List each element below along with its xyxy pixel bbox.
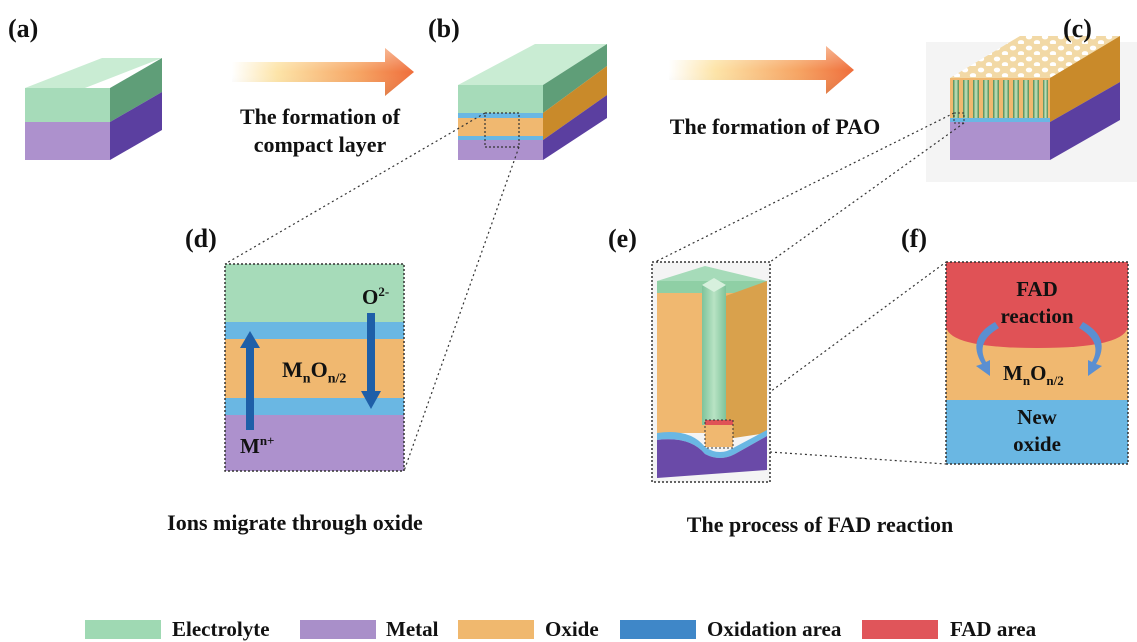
block-b-electrolyte-side xyxy=(543,44,607,113)
oxide-formula-d: MnOn/2 xyxy=(282,357,347,387)
block-c-oxide-side xyxy=(1050,36,1120,122)
ion-oxygen-label: O2- xyxy=(362,284,390,309)
panel-label-a: (a) xyxy=(8,14,39,43)
block-b xyxy=(458,44,607,160)
block-a xyxy=(25,58,162,160)
oxide-formula-f: MnOn/2 xyxy=(1003,361,1064,389)
arrow-bc-caption: The formation of PAO xyxy=(669,114,881,139)
legend-swatch-fad xyxy=(862,620,938,639)
block-b-oxide-side xyxy=(543,66,607,140)
block-a-metal-side xyxy=(110,92,162,160)
legend-label-electrolyte: Electrolyte xyxy=(172,617,270,641)
block-c-metal-side xyxy=(1050,82,1120,160)
legend-swatch-oxidation xyxy=(620,620,696,639)
block-c-top xyxy=(950,36,1120,78)
block-a-electrolyte-front xyxy=(25,88,110,122)
panel-e-caption: The process of FAD reaction xyxy=(686,512,954,537)
legend-label-fad: FAD area xyxy=(950,617,1037,641)
arrow-b-to-c xyxy=(669,46,854,94)
legend-label-metal: Metal xyxy=(386,617,439,641)
fad-curved-arrows xyxy=(976,322,1102,376)
block-b-electrolyte-front xyxy=(458,85,543,113)
panel-label-b: (b) xyxy=(428,14,460,43)
panel-e-figure xyxy=(651,261,771,483)
legend-label-oxide: Oxide xyxy=(545,617,599,641)
panel-d-figure xyxy=(224,263,405,472)
arrow-ab-caption-line1: The formation of xyxy=(239,104,401,129)
ion-up-arrow xyxy=(240,331,260,430)
legend xyxy=(85,620,938,639)
panel-f-figure xyxy=(945,261,1129,465)
ion-down-arrow xyxy=(361,313,381,409)
arrow-ab-caption-line2: compact layer xyxy=(253,132,387,157)
block-c-pores xyxy=(953,80,1048,118)
panel-label-e: (e) xyxy=(608,224,637,253)
fad-label-line2: reaction xyxy=(1000,304,1074,328)
block-b-oxidation-front xyxy=(458,113,543,118)
ion-metal-label: Mn+ xyxy=(240,433,275,458)
new-oxide-line2: oxide xyxy=(1013,432,1061,456)
new-oxide-line1: New xyxy=(1017,405,1057,429)
block-a-electrolyte-top xyxy=(25,58,162,88)
block-b-metal-side xyxy=(543,95,607,160)
arrow-a-to-b xyxy=(232,48,414,96)
panel-label-d: (d) xyxy=(185,224,217,253)
block-c xyxy=(926,36,1137,182)
panel-d-caption: Ions migrate through oxide xyxy=(167,510,423,535)
block-b-oxide-front xyxy=(458,118,543,136)
legend-swatch-oxide xyxy=(458,620,534,639)
block-c-metal-front xyxy=(950,122,1050,160)
legend-swatch-metal xyxy=(300,620,376,639)
legend-label-oxidation: Oxidation area xyxy=(707,617,842,641)
panel-label-c: (c) xyxy=(1063,14,1092,43)
block-b-oxidation2-front xyxy=(458,136,543,140)
fad-label-line1: FAD xyxy=(1016,277,1058,301)
block-b-zoom-box xyxy=(484,112,520,148)
block-a-metal-front xyxy=(25,122,110,160)
block-c-zoom-box xyxy=(953,112,965,124)
panel-label-f: (f) xyxy=(901,224,927,253)
block-b-metal-front xyxy=(458,140,543,160)
block-a-electrolyte-side xyxy=(110,58,162,122)
block-b-electrolyte-top xyxy=(458,44,607,85)
zoom-lines xyxy=(224,112,965,472)
legend-swatch-electrolyte xyxy=(85,620,161,639)
